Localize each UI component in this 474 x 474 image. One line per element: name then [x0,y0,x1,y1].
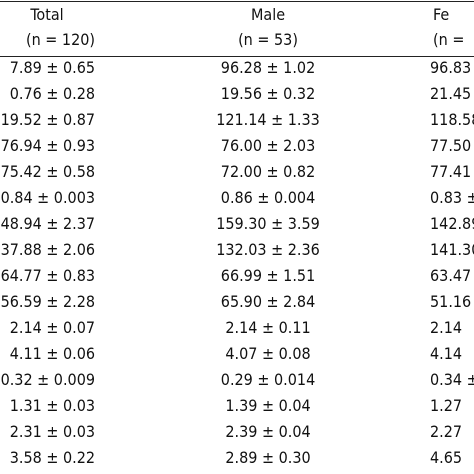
cell: 77.41 [430,162,472,181]
cell: 132.03 ± 2.36 [216,240,320,259]
cell: 0.76 ± 0.28 [9,84,95,103]
cell: 76.00 ± 2.03 [220,136,316,155]
cell: 2.31 ± 0.03 [9,422,95,441]
cell: 64.77 ± 0.83 [0,266,95,285]
column-n: (n = 120) [25,30,95,49]
cell: 19.52 ± 0.87 [0,110,95,129]
cell: 19.56 ± 0.32 [220,84,316,103]
cell: 118.58 [430,110,474,129]
column-header: Total [30,5,64,24]
cell: 65.90 ± 2.84 [220,292,316,311]
cell: 96.83 [430,58,472,77]
cell: 141.30 [430,240,474,259]
cell: 2.14 ± 0.07 [9,318,95,337]
cell: 2.14 ± 0.11 [225,318,311,337]
cell: 159.30 ± 3.59 [216,214,320,233]
header-rule [0,56,474,57]
cell: 56.59 ± 2.28 [0,292,95,311]
cell: 0.32 ± 0.009 [0,370,95,389]
cell: 72.00 ± 0.82 [220,162,316,181]
cell: 66.99 ± 1.51 [220,266,316,285]
column-n: (n = 53) [238,30,298,49]
column-header: Fe [433,5,450,24]
cell: 2.14 [430,318,463,337]
cell: 3.58 ± 0.22 [9,448,95,467]
cell: 75.42 ± 0.58 [0,162,95,181]
cell: 4.14 [430,344,463,363]
cell: 51.16 [430,292,472,311]
cell: 0.29 ± 0.014 [220,370,316,389]
column-header: Male [250,5,286,24]
cell: 37.88 ± 2.06 [0,240,95,259]
cell: 77.50 [430,136,472,155]
column-n: (n = [433,30,465,49]
cell: 1.31 ± 0.03 [9,396,95,415]
cell: 0.84 ± 0.003 [0,188,95,207]
cell: 0.34 ± [430,370,474,389]
top-rule [0,1,474,2]
cell: 21.45 [430,84,472,103]
cell: 48.94 ± 2.37 [0,214,95,233]
cell: 76.94 ± 0.93 [0,136,95,155]
cell: 1.27 [430,396,463,415]
cell: 96.28 ± 1.02 [220,58,316,77]
cell: 4.11 ± 0.06 [9,344,95,363]
cell: 1.39 ± 0.04 [225,396,311,415]
cell: 2.39 ± 0.04 [225,422,311,441]
cell: 63.47 [430,266,472,285]
cell: 0.86 ± 0.004 [220,188,316,207]
cell: 142.89 [430,214,474,233]
cell: 4.65 [430,448,463,467]
cell: 2.27 [430,422,463,441]
cell: 121.14 ± 1.33 [216,110,320,129]
cell: 7.89 ± 0.65 [9,58,95,77]
cell: 4.07 ± 0.08 [225,344,311,363]
cell: 2.89 ± 0.30 [225,448,311,467]
cell: 0.83 ± [430,188,474,207]
